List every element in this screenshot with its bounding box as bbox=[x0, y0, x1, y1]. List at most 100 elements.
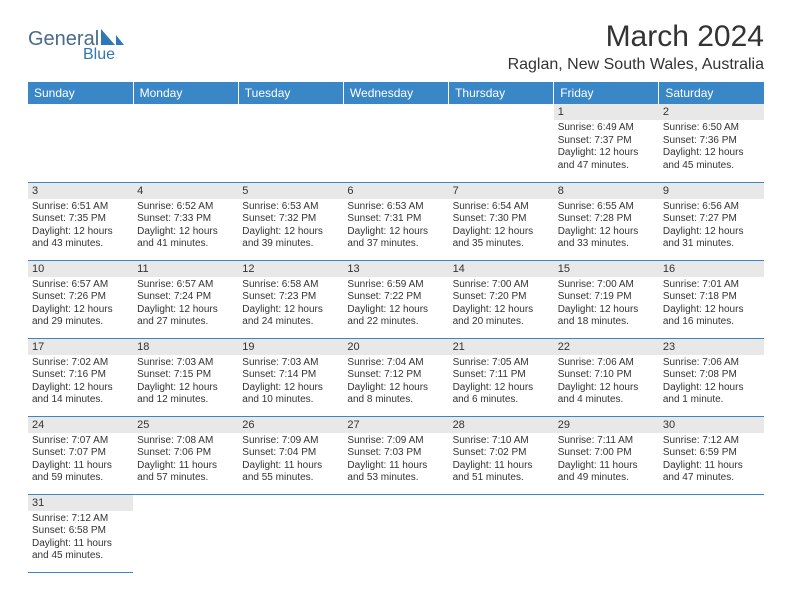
day-number: 28 bbox=[449, 417, 554, 433]
day-number: 6 bbox=[343, 183, 448, 199]
day-cell: 30Sunrise: 7:12 AMSunset: 6:59 PMDayligh… bbox=[659, 416, 764, 494]
day-details: Sunrise: 6:56 AMSunset: 7:27 PMDaylight:… bbox=[659, 199, 764, 254]
day-number: 25 bbox=[133, 417, 238, 433]
day-details: Sunrise: 7:03 AMSunset: 7:14 PMDaylight:… bbox=[238, 355, 343, 410]
empty-cell bbox=[238, 104, 343, 182]
empty-cell bbox=[343, 104, 448, 182]
day-cell: 5Sunrise: 6:53 AMSunset: 7:32 PMDaylight… bbox=[238, 182, 343, 260]
day-cell: 9Sunrise: 6:56 AMSunset: 7:27 PMDaylight… bbox=[659, 182, 764, 260]
day-cell: 28Sunrise: 7:10 AMSunset: 7:02 PMDayligh… bbox=[449, 416, 554, 494]
day-cell: 19Sunrise: 7:03 AMSunset: 7:14 PMDayligh… bbox=[238, 338, 343, 416]
day-number: 9 bbox=[659, 183, 764, 199]
empty-cell bbox=[343, 494, 448, 572]
day-cell: 11Sunrise: 6:57 AMSunset: 7:24 PMDayligh… bbox=[133, 260, 238, 338]
day-details: Sunrise: 6:50 AMSunset: 7:36 PMDaylight:… bbox=[659, 120, 764, 175]
day-cell: 14Sunrise: 7:00 AMSunset: 7:20 PMDayligh… bbox=[449, 260, 554, 338]
day-details: Sunrise: 7:02 AMSunset: 7:16 PMDaylight:… bbox=[28, 355, 133, 410]
empty-cell bbox=[449, 494, 554, 572]
day-details: Sunrise: 7:11 AMSunset: 7:00 PMDaylight:… bbox=[554, 433, 659, 488]
day-number: 15 bbox=[554, 261, 659, 277]
day-cell: 6Sunrise: 6:53 AMSunset: 7:31 PMDaylight… bbox=[343, 182, 448, 260]
day-details: Sunrise: 6:53 AMSunset: 7:31 PMDaylight:… bbox=[343, 199, 448, 254]
logo-sail2-icon bbox=[116, 35, 124, 45]
day-number: 13 bbox=[343, 261, 448, 277]
day-cell: 17Sunrise: 7:02 AMSunset: 7:16 PMDayligh… bbox=[28, 338, 133, 416]
day-details: Sunrise: 7:09 AMSunset: 7:03 PMDaylight:… bbox=[343, 433, 448, 488]
day-number: 10 bbox=[28, 261, 133, 277]
day-number: 26 bbox=[238, 417, 343, 433]
day-details: Sunrise: 7:06 AMSunset: 7:10 PMDaylight:… bbox=[554, 355, 659, 410]
day-cell: 26Sunrise: 7:09 AMSunset: 7:04 PMDayligh… bbox=[238, 416, 343, 494]
day-cell: 27Sunrise: 7:09 AMSunset: 7:03 PMDayligh… bbox=[343, 416, 448, 494]
day-details: Sunrise: 6:57 AMSunset: 7:24 PMDaylight:… bbox=[133, 277, 238, 332]
day-details: Sunrise: 6:59 AMSunset: 7:22 PMDaylight:… bbox=[343, 277, 448, 332]
day-number: 5 bbox=[238, 183, 343, 199]
logo-blue: Blue bbox=[83, 46, 115, 64]
day-number: 24 bbox=[28, 417, 133, 433]
day-details: Sunrise: 6:57 AMSunset: 7:26 PMDaylight:… bbox=[28, 277, 133, 332]
day-cell: 12Sunrise: 6:58 AMSunset: 7:23 PMDayligh… bbox=[238, 260, 343, 338]
empty-cell bbox=[133, 494, 238, 572]
day-number: 30 bbox=[659, 417, 764, 433]
day-number: 4 bbox=[133, 183, 238, 199]
weekday-header: Thursday bbox=[449, 82, 554, 104]
day-number: 14 bbox=[449, 261, 554, 277]
empty-cell bbox=[449, 104, 554, 182]
day-details: Sunrise: 7:09 AMSunset: 7:04 PMDaylight:… bbox=[238, 433, 343, 488]
empty-cell bbox=[554, 494, 659, 572]
day-cell: 24Sunrise: 7:07 AMSunset: 7:07 PMDayligh… bbox=[28, 416, 133, 494]
day-cell: 2Sunrise: 6:50 AMSunset: 7:36 PMDaylight… bbox=[659, 104, 764, 182]
location-label: Raglan, New South Wales, Australia bbox=[508, 56, 764, 74]
day-details: Sunrise: 6:54 AMSunset: 7:30 PMDaylight:… bbox=[449, 199, 554, 254]
day-cell: 29Sunrise: 7:11 AMSunset: 7:00 PMDayligh… bbox=[554, 416, 659, 494]
weekday-header: Wednesday bbox=[343, 82, 448, 104]
day-number: 29 bbox=[554, 417, 659, 433]
weekday-header-row: SundayMondayTuesdayWednesdayThursdayFrid… bbox=[28, 82, 764, 104]
day-details: Sunrise: 6:53 AMSunset: 7:32 PMDaylight:… bbox=[238, 199, 343, 254]
day-number: 19 bbox=[238, 339, 343, 355]
calendar-table: SundayMondayTuesdayWednesdayThursdayFrid… bbox=[28, 82, 764, 573]
weekday-header: Tuesday bbox=[238, 82, 343, 104]
day-details: Sunrise: 7:05 AMSunset: 7:11 PMDaylight:… bbox=[449, 355, 554, 410]
empty-cell bbox=[28, 104, 133, 182]
day-details: Sunrise: 6:51 AMSunset: 7:35 PMDaylight:… bbox=[28, 199, 133, 254]
day-cell: 10Sunrise: 6:57 AMSunset: 7:26 PMDayligh… bbox=[28, 260, 133, 338]
day-details: Sunrise: 7:08 AMSunset: 7:06 PMDaylight:… bbox=[133, 433, 238, 488]
day-number: 17 bbox=[28, 339, 133, 355]
day-number: 3 bbox=[28, 183, 133, 199]
day-cell: 21Sunrise: 7:05 AMSunset: 7:11 PMDayligh… bbox=[449, 338, 554, 416]
day-cell: 4Sunrise: 6:52 AMSunset: 7:33 PMDaylight… bbox=[133, 182, 238, 260]
day-cell: 31Sunrise: 7:12 AMSunset: 6:58 PMDayligh… bbox=[28, 494, 133, 572]
day-cell: 18Sunrise: 7:03 AMSunset: 7:15 PMDayligh… bbox=[133, 338, 238, 416]
day-details: Sunrise: 7:07 AMSunset: 7:07 PMDaylight:… bbox=[28, 433, 133, 488]
day-details: Sunrise: 7:00 AMSunset: 7:19 PMDaylight:… bbox=[554, 277, 659, 332]
day-number: 11 bbox=[133, 261, 238, 277]
day-cell: 7Sunrise: 6:54 AMSunset: 7:30 PMDaylight… bbox=[449, 182, 554, 260]
day-details: Sunrise: 7:01 AMSunset: 7:18 PMDaylight:… bbox=[659, 277, 764, 332]
day-details: Sunrise: 7:12 AMSunset: 6:58 PMDaylight:… bbox=[28, 511, 133, 566]
day-cell: 13Sunrise: 6:59 AMSunset: 7:22 PMDayligh… bbox=[343, 260, 448, 338]
day-number: 16 bbox=[659, 261, 764, 277]
day-number: 22 bbox=[554, 339, 659, 355]
day-number: 31 bbox=[28, 495, 133, 511]
day-cell: 1Sunrise: 6:49 AMSunset: 7:37 PMDaylight… bbox=[554, 104, 659, 182]
empty-cell bbox=[238, 494, 343, 572]
weekday-header: Friday bbox=[554, 82, 659, 104]
day-number: 1 bbox=[554, 104, 659, 120]
day-cell: 22Sunrise: 7:06 AMSunset: 7:10 PMDayligh… bbox=[554, 338, 659, 416]
day-details: Sunrise: 6:49 AMSunset: 7:37 PMDaylight:… bbox=[554, 120, 659, 175]
logo-sail-icon bbox=[101, 29, 115, 45]
day-details: Sunrise: 7:04 AMSunset: 7:12 PMDaylight:… bbox=[343, 355, 448, 410]
day-number: 21 bbox=[449, 339, 554, 355]
day-number: 27 bbox=[343, 417, 448, 433]
day-details: Sunrise: 6:52 AMSunset: 7:33 PMDaylight:… bbox=[133, 199, 238, 254]
day-number: 20 bbox=[343, 339, 448, 355]
day-number: 2 bbox=[659, 104, 764, 120]
day-number: 12 bbox=[238, 261, 343, 277]
day-cell: 3Sunrise: 6:51 AMSunset: 7:35 PMDaylight… bbox=[28, 182, 133, 260]
day-cell: 23Sunrise: 7:06 AMSunset: 7:08 PMDayligh… bbox=[659, 338, 764, 416]
logo: General Blue bbox=[28, 28, 124, 51]
day-details: Sunrise: 7:03 AMSunset: 7:15 PMDaylight:… bbox=[133, 355, 238, 410]
calendar-body: 1Sunrise: 6:49 AMSunset: 7:37 PMDaylight… bbox=[28, 104, 764, 572]
weekday-header: Saturday bbox=[659, 82, 764, 104]
